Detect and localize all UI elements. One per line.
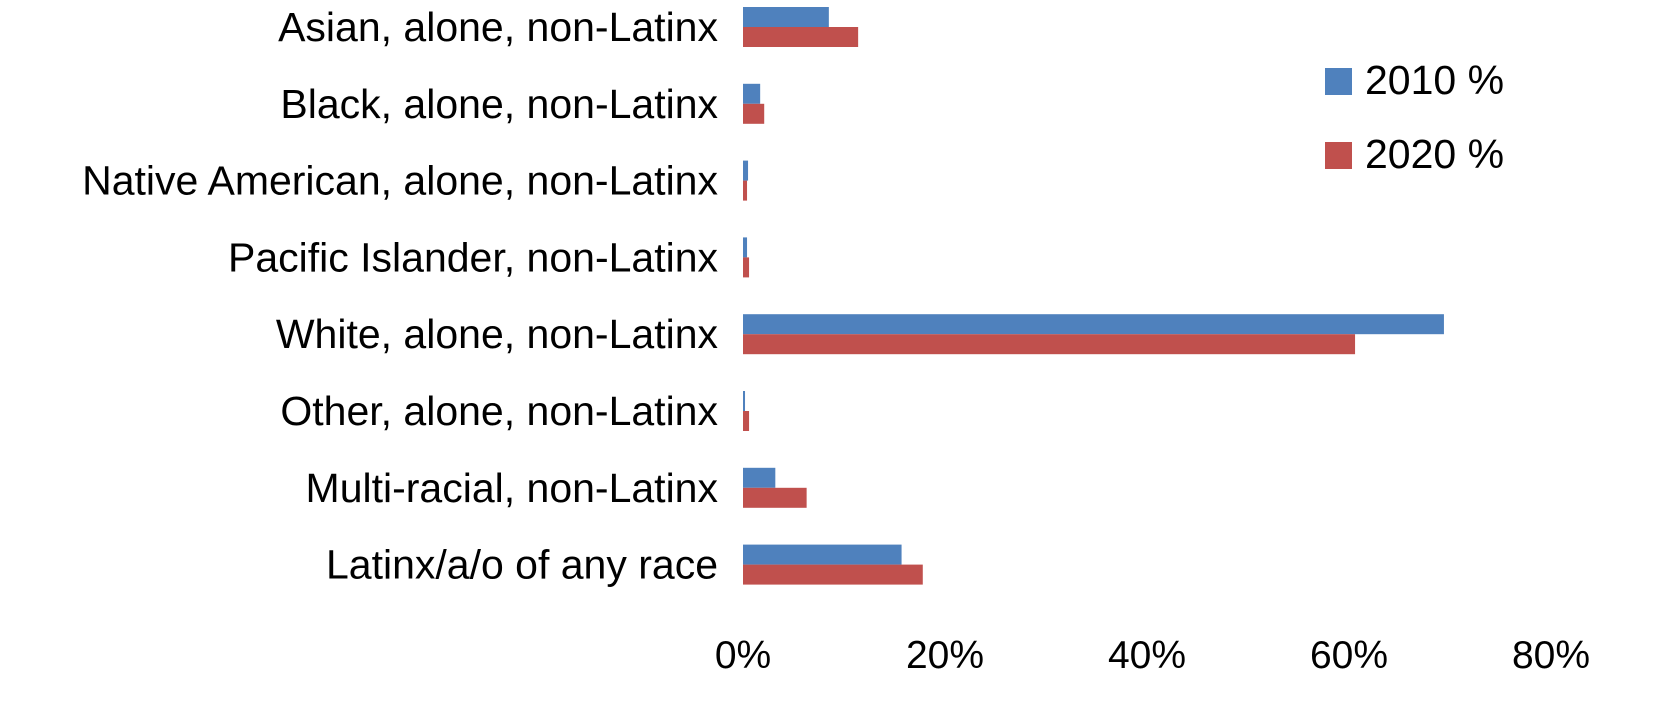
legend: 2010 % 2020 % (1325, 57, 1504, 177)
bar-2020-1 (743, 103, 765, 124)
category-labels: Asian, alone, non-Latinx Black, alone, no… (82, 4, 718, 588)
category-label: Pacific Islander, non-Latinx (228, 234, 718, 280)
x-tick-label: 60% (1310, 634, 1388, 677)
x-tick-label: 40% (1108, 634, 1186, 677)
category-label: Other, alone, non-Latinx (280, 388, 718, 434)
category-label: White, alone, non-Latinx (276, 311, 719, 357)
legend-label: 2010 % (1365, 57, 1504, 103)
bar-2010-6 (743, 467, 776, 488)
category-label: Black, alone, non-Latinx (280, 81, 718, 127)
legend-swatch (1325, 68, 1352, 95)
legend-swatch (1325, 142, 1352, 169)
bar-2020-4 (743, 334, 1356, 355)
x-axis-tick-labels: 0% 20% 40% 60% 80% (715, 634, 1590, 677)
bar-2020-7 (743, 564, 923, 585)
bar-2020-0 (743, 27, 859, 47)
bar-2010-5 (743, 391, 746, 411)
category-label: Asian, alone, non-Latinx (278, 4, 718, 50)
category-label: Multi-racial, non-Latinx (306, 465, 719, 511)
bar-2010-4 (743, 314, 1444, 335)
bar-2020-5 (743, 411, 750, 431)
x-tick-label: 0% (715, 634, 771, 677)
legend-label: 2020 % (1365, 131, 1504, 177)
bar-2010-7 (743, 544, 902, 565)
bars-group (743, 7, 1444, 585)
bar-2010-0 (743, 7, 829, 27)
category-label: Latinx/a/o of any race (326, 542, 718, 588)
x-tick-label: 80% (1512, 634, 1590, 677)
x-tick-label: 20% (906, 634, 984, 677)
category-label: Native American, alone, non-Latinx (82, 158, 718, 204)
bar-2010-3 (743, 237, 748, 258)
bar-2020-2 (743, 180, 748, 201)
bar-2020-6 (743, 487, 807, 508)
bar-2010-2 (743, 160, 749, 181)
bar-2020-3 (743, 257, 750, 278)
bar-2010-1 (743, 83, 761, 104)
